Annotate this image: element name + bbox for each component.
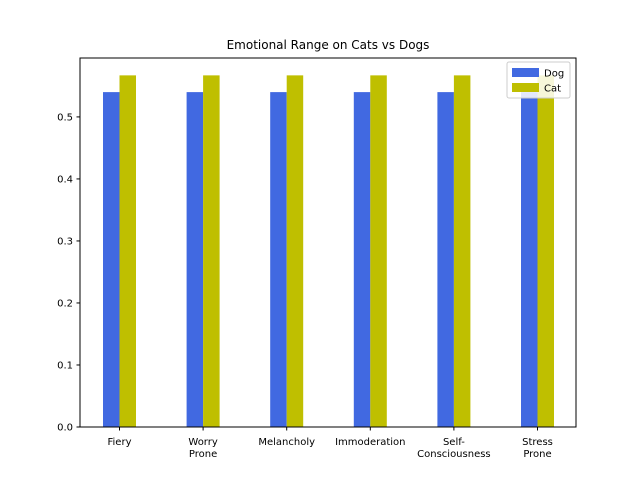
y-tick-label: 0.0 (57, 423, 73, 434)
y-axis: 0.0 0.1 0.2 0.3 0.4 0.5 (57, 112, 80, 434)
y-tick-label: 0.3 (57, 236, 73, 247)
y-tick-label: 0.1 (57, 360, 73, 371)
x-tick-label: Fiery (108, 437, 132, 448)
bar-dog-2 (270, 92, 287, 427)
x-axis: Fiery Worry Prone Melancholy Immoderation Sel… (108, 427, 553, 460)
x-tick-label: Stress Prone (522, 437, 553, 460)
bars-layer (103, 75, 554, 427)
bar-dog-4 (437, 92, 454, 427)
x-tick-label: Worry Prone (188, 437, 217, 460)
plot-area-frame (79, 57, 577, 428)
y-tick-label: 0.4 (57, 174, 73, 185)
legend-swatch-dog (512, 68, 539, 77)
bar-cat-3 (370, 75, 387, 427)
legend-label-dog: Dog (544, 69, 564, 80)
bar-cat-2 (286, 75, 304, 427)
legend: Dog Cat (506, 61, 571, 99)
bar-cat-5 (537, 75, 554, 427)
bar-dog-0 (103, 92, 120, 427)
legend-swatch-cat (512, 83, 539, 92)
x-tick-label: Immoderation (335, 437, 405, 448)
bar-cat-1 (203, 75, 220, 427)
x-tick-label: Melancholy (258, 437, 315, 448)
chart-title: Emotional Range on Cats vs Dogs (227, 38, 430, 52)
bar-dog-1 (186, 92, 204, 427)
bar-cat-4 (453, 75, 471, 427)
x-tick-label: Self-Consciousness (417, 437, 491, 460)
bar-cat-0 (119, 75, 136, 427)
bar-dog-5 (521, 92, 538, 427)
y-tick-label: 0.5 (57, 112, 73, 123)
y-tick-label: 0.2 (57, 298, 73, 309)
bar-dog-3 (353, 92, 371, 427)
legend-label-cat: Cat (544, 84, 561, 95)
